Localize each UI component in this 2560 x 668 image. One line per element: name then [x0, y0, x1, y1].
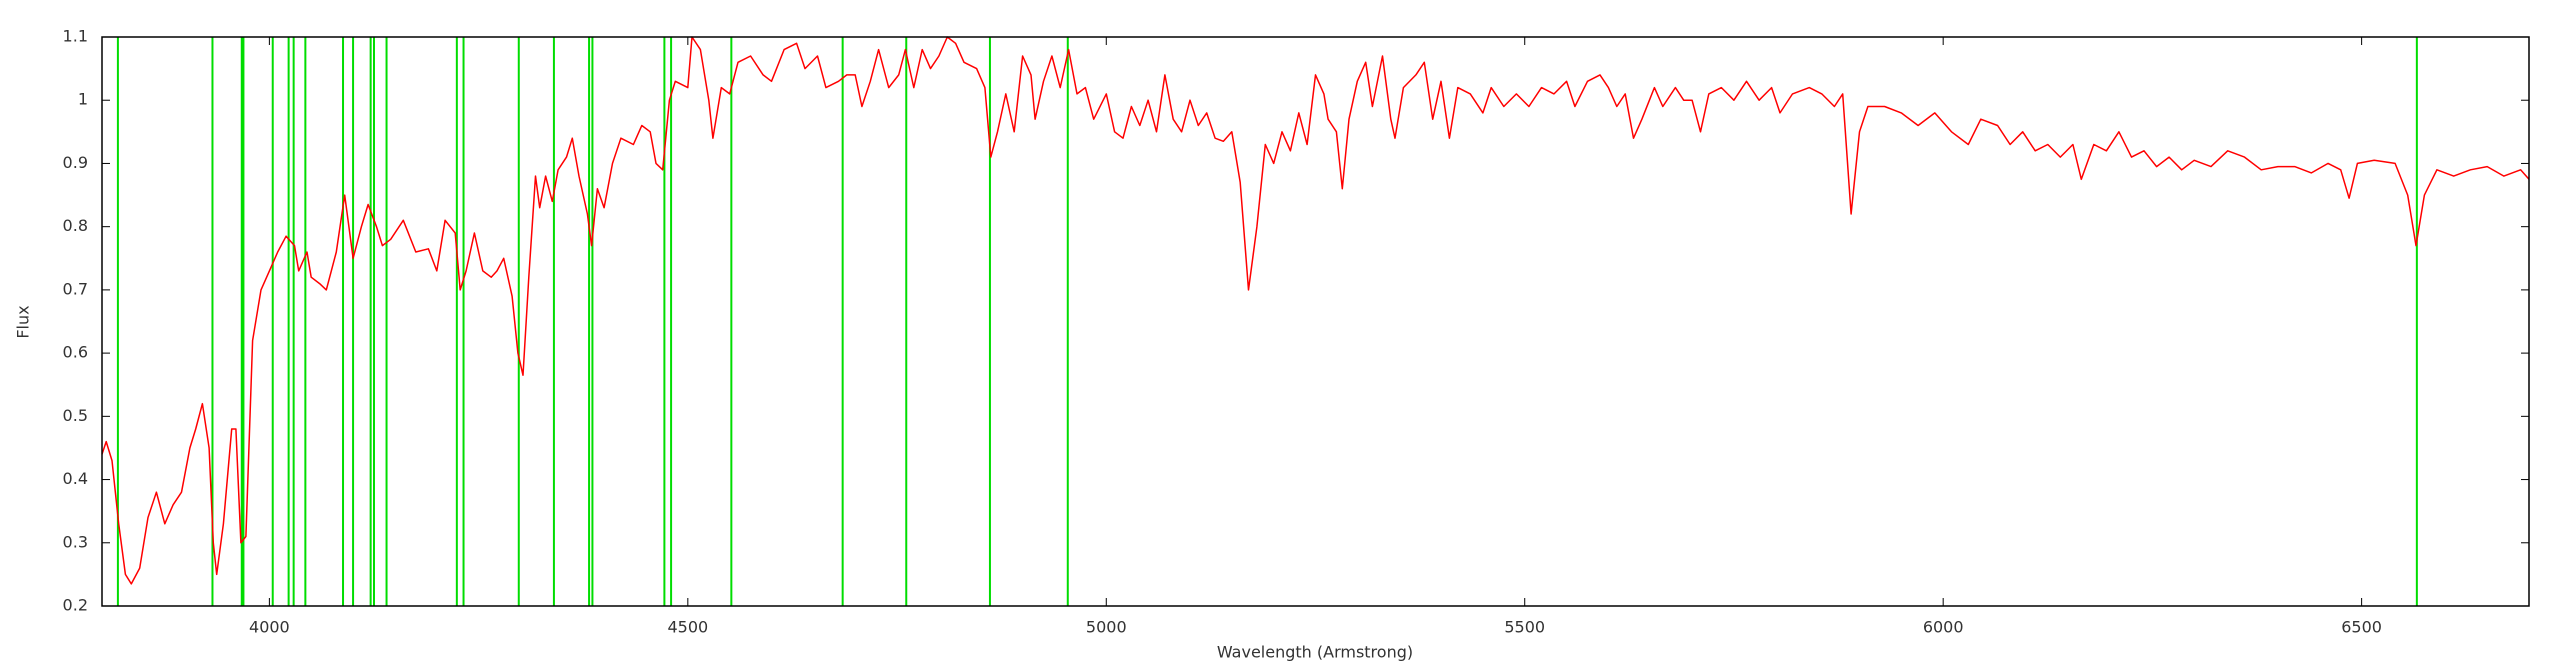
plot-frame: [101, 36, 2530, 607]
y-tick-label: 0.2: [63, 596, 88, 615]
x-tick-label: 5500: [1504, 618, 1545, 637]
y-tick-label: 0.8: [63, 216, 88, 235]
y-tick-label: 0.9: [63, 153, 88, 172]
y-tick-label: 0.5: [63, 406, 88, 425]
y-tick-label: 1.1: [63, 27, 88, 46]
y-tick-label: 1: [78, 90, 88, 109]
spectrum-line: [101, 36, 2530, 585]
x-tick-label: 5000: [1086, 618, 1127, 637]
y-tick-label: 0.3: [63, 532, 88, 551]
x-axis-label: Wavelength (Armstrong): [1217, 643, 1413, 662]
x-tick-label: 4500: [667, 618, 708, 637]
y-tick-label: 0.4: [63, 469, 88, 488]
x-tick-label: 4000: [249, 618, 290, 637]
x-tick-label: 6500: [2341, 618, 2382, 637]
y-tick-label: 0.7: [63, 279, 88, 298]
y-axis-label: Flux: [14, 305, 33, 338]
y-tick-label: 0.6: [63, 343, 88, 362]
x-tick-label: 6000: [1923, 618, 1964, 637]
